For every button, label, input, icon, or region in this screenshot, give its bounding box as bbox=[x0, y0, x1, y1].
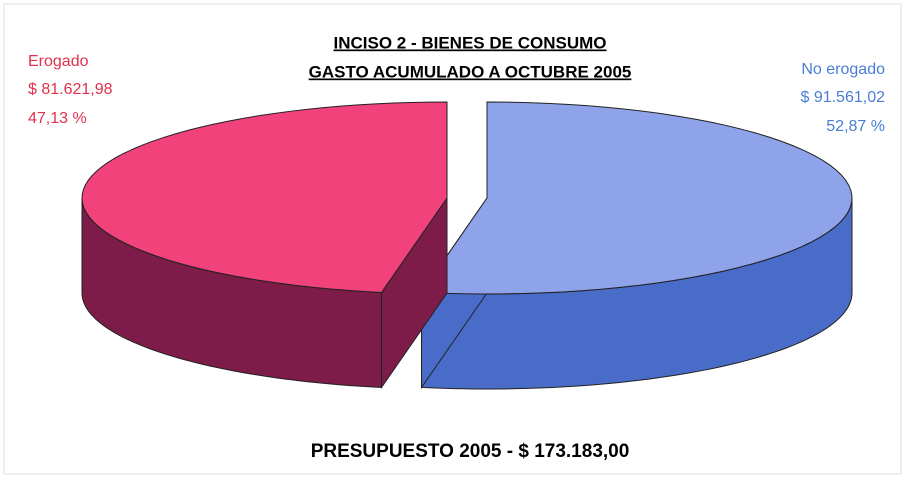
slice bbox=[81, 101, 448, 293]
value-label: 52,87 % bbox=[826, 118, 885, 135]
category-label: No erogado bbox=[801, 61, 885, 78]
pie bbox=[81, 101, 853, 390]
chart-title: INCISO 2 - BIENES DE CONSUMO bbox=[334, 33, 607, 52]
value-label: 47,13 % bbox=[28, 110, 87, 127]
amount-label: $ 81.621,98 bbox=[28, 81, 113, 98]
chart-subtitle: GASTO ACUMULADO A OCTUBRE 2005 bbox=[309, 62, 632, 81]
category-label: Erogado bbox=[28, 53, 89, 70]
amount-label: $ 91.561,02 bbox=[800, 89, 885, 106]
footer: PRESUPUESTO 2005 - $ 173.183,00 bbox=[311, 441, 630, 462]
slice bbox=[420, 101, 853, 295]
